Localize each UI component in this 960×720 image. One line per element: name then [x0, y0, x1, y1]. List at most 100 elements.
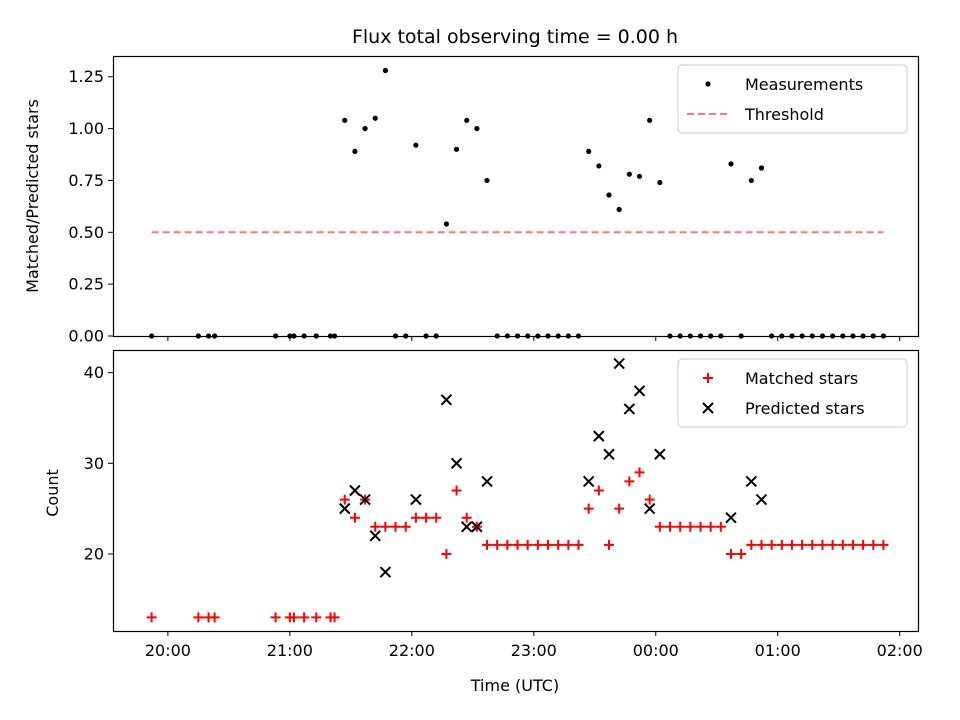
data-point: [705, 521, 716, 532]
data-point: [553, 539, 564, 550]
data-point: [380, 521, 391, 532]
data-point: [339, 494, 350, 505]
data-point: [481, 475, 493, 488]
data-point: [634, 467, 645, 478]
data-point: [512, 539, 523, 550]
data-point: [654, 521, 665, 532]
data-point: [748, 177, 754, 184]
top-y-axis-label: Matched/Predicted stars: [23, 99, 42, 293]
top-panel: Flux total observing time = 0.00 h Match…: [23, 26, 920, 346]
data-point: [146, 612, 157, 623]
x-tick-label: 02:00: [877, 641, 923, 660]
data-point: [644, 494, 655, 505]
data-point: [410, 493, 422, 506]
data-point: [484, 177, 490, 184]
data-point: [606, 192, 612, 198]
data-point: [817, 539, 828, 550]
top-panel-title: Flux total observing time = 0.00 h: [352, 26, 678, 48]
data-point: [766, 539, 777, 550]
data-point: [349, 484, 361, 497]
y-tick-label: 1.25: [68, 67, 104, 86]
data-point: [471, 521, 483, 533]
data-point: [626, 171, 632, 177]
data-point: [421, 512, 432, 523]
data-point: [868, 539, 879, 550]
data-point: [633, 385, 646, 397]
data-point: [623, 403, 636, 415]
data-point: [450, 457, 463, 470]
data-point: [369, 530, 381, 542]
data-point: [624, 476, 635, 487]
data-point: [522, 539, 533, 550]
data-point: [725, 511, 737, 524]
data-point: [858, 539, 869, 550]
x-tick-label: 21:00: [267, 641, 313, 660]
data-point: [563, 539, 574, 550]
data-point: [837, 539, 848, 550]
data-point: [728, 161, 734, 167]
data-point: [596, 163, 602, 169]
data-point: [636, 173, 643, 179]
top-axes-frame: [112, 55, 920, 338]
data-point: [746, 539, 757, 550]
y-tick-label: 40: [84, 363, 104, 382]
y-tick-label: 30: [84, 454, 104, 473]
y-tick-label: 1.00: [68, 119, 104, 138]
bottom-plot-area: 20 30 40 20:00 21:00 22:00 23:00 00:00 01:00 02:0…: [84, 357, 923, 660]
x-tick-label: 22:00: [389, 641, 435, 660]
x-tick-label: 01:00: [755, 641, 801, 660]
data-point: [379, 566, 392, 578]
top-legend: Measurements Threshold: [677, 64, 908, 134]
data-point: [441, 548, 452, 559]
x-axis-label: Time (UTC): [470, 676, 559, 695]
y-tick-label: 20: [84, 544, 104, 563]
data-point: [654, 448, 666, 460]
data-point: [582, 475, 595, 488]
data-point: [603, 448, 615, 460]
legend-box: [677, 64, 908, 134]
data-point: [593, 485, 604, 496]
data-point: [461, 521, 473, 533]
data-point: [349, 512, 360, 523]
bottom-y-axis-label: Count: [43, 469, 62, 517]
data-point: [573, 539, 584, 550]
data-point: [209, 612, 220, 623]
data-point: [410, 512, 421, 523]
data-point: [390, 521, 401, 532]
data-point: [583, 503, 594, 514]
data-point: [270, 612, 281, 623]
data-point: [299, 612, 310, 623]
legend-label: Measurements: [745, 75, 863, 94]
data-point: [461, 512, 472, 523]
bottom-panel: Count Time (UTC) 20 30 40 20:00 21:00 22:00 23…: [43, 349, 923, 695]
data-point: [543, 539, 554, 550]
data-point: [586, 148, 592, 155]
data-point: [362, 125, 368, 132]
data-point: [453, 146, 460, 152]
data-point: [745, 475, 758, 488]
data-point: [715, 521, 726, 532]
data-point: [382, 67, 388, 74]
y-tick-label: 0.00: [68, 327, 104, 346]
x-tick-label: 20:00: [145, 641, 191, 660]
data-point: [695, 521, 706, 532]
bottom-axes-frame: [112, 349, 920, 633]
data-point: [311, 612, 322, 623]
data-point: [482, 539, 493, 550]
data-point: [370, 521, 381, 532]
legend-box: [677, 358, 908, 428]
data-point: [431, 512, 442, 523]
data-point: [807, 539, 818, 550]
y-tick-label: 0.25: [68, 275, 104, 294]
legend-label: Predicted stars: [745, 399, 865, 418]
data-point: [675, 521, 686, 532]
data-point: [342, 117, 348, 123]
data-point: [647, 117, 653, 123]
data-point: [464, 117, 470, 123]
data-point: [451, 485, 462, 496]
data-point: [725, 548, 736, 559]
data-point: [440, 394, 453, 406]
x-tick-label: 23:00: [511, 641, 557, 660]
data-point: [443, 221, 449, 227]
y-tick-label: 0.75: [68, 171, 104, 190]
